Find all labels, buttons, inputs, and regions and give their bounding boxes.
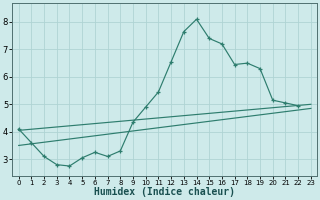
X-axis label: Humidex (Indice chaleur): Humidex (Indice chaleur)	[94, 187, 235, 197]
